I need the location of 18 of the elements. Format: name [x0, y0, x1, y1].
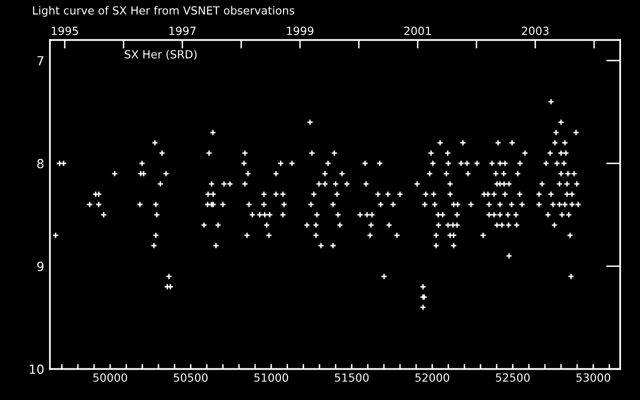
x-tick-label: 51000 — [254, 373, 288, 382]
y-tick-label: 7 — [37, 56, 44, 66]
y-tick-label: 8 — [37, 158, 44, 168]
x-tick-label: 52500 — [496, 373, 530, 382]
x2-tick-label: 1995 — [52, 26, 78, 36]
x2-tick-label: 2003 — [522, 26, 549, 36]
x2-tick-label: 1997 — [169, 26, 196, 36]
y-tick-label: 10 — [30, 364, 44, 374]
x-tick-label: 52000 — [415, 373, 450, 382]
x-tick-label: 51500 — [334, 373, 369, 382]
x2-tick-label: 1999 — [287, 26, 314, 36]
x-tick-label: 50000 — [93, 373, 128, 382]
x-tick-label: 53000 — [576, 373, 610, 382]
x-tick-label: 50500 — [174, 373, 208, 382]
annotation: SX Her (SRD) — [124, 50, 197, 60]
y-tick-label: 9 — [37, 262, 44, 272]
chart-title: Light curve of SX Her from VSNET observations — [33, 6, 294, 17]
x2-tick-label: 2001 — [404, 26, 431, 36]
